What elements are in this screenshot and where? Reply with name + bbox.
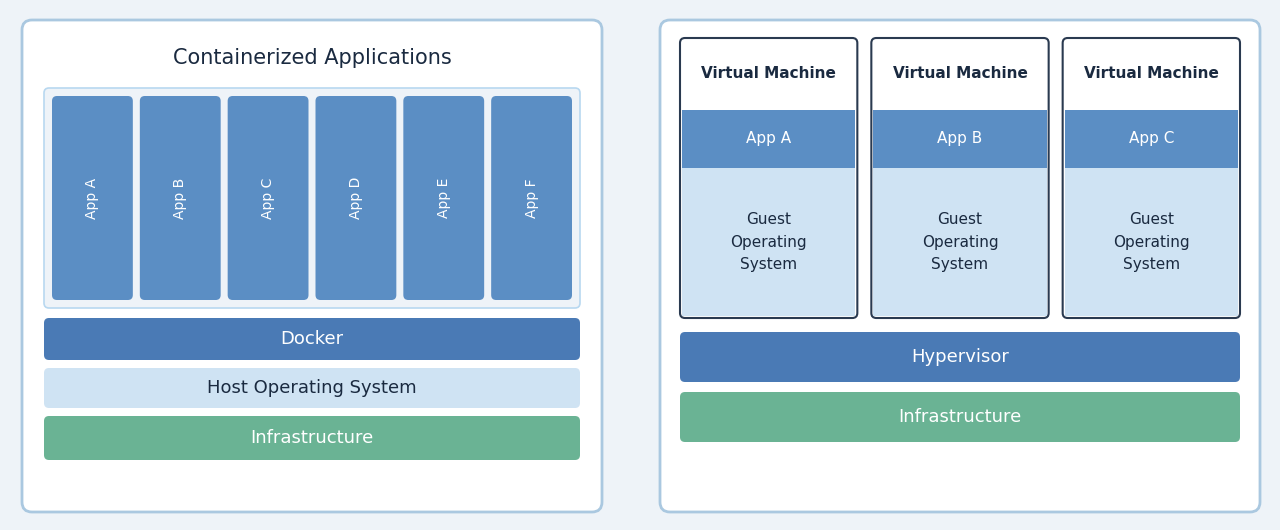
Text: App C: App C xyxy=(261,178,275,219)
FancyBboxPatch shape xyxy=(44,416,580,460)
Text: Virtual Machine: Virtual Machine xyxy=(701,66,836,82)
Text: App D: App D xyxy=(349,177,364,219)
Text: Host Operating System: Host Operating System xyxy=(207,379,417,397)
Bar xyxy=(1065,110,1238,168)
FancyBboxPatch shape xyxy=(44,88,580,308)
Text: App B: App B xyxy=(173,178,187,218)
FancyBboxPatch shape xyxy=(228,96,308,300)
Text: Docker: Docker xyxy=(280,330,343,348)
FancyBboxPatch shape xyxy=(22,20,602,512)
Text: Guest
Operating
System: Guest Operating System xyxy=(922,213,998,272)
Bar xyxy=(682,168,855,316)
FancyBboxPatch shape xyxy=(680,392,1240,442)
FancyBboxPatch shape xyxy=(315,96,397,300)
Text: App C: App C xyxy=(1129,131,1174,146)
FancyBboxPatch shape xyxy=(492,96,572,300)
Text: Guest
Operating
System: Guest Operating System xyxy=(1114,213,1189,272)
Text: Infrastructure: Infrastructure xyxy=(251,429,374,447)
FancyBboxPatch shape xyxy=(403,96,484,300)
Text: App F: App F xyxy=(525,178,539,218)
FancyBboxPatch shape xyxy=(1062,38,1240,318)
Text: App B: App B xyxy=(937,131,983,146)
Text: App E: App E xyxy=(436,178,451,218)
Bar xyxy=(873,168,1047,316)
Text: Infrastructure: Infrastructure xyxy=(899,408,1021,426)
FancyBboxPatch shape xyxy=(680,38,858,318)
Bar xyxy=(873,110,1047,168)
Bar xyxy=(682,110,855,168)
FancyBboxPatch shape xyxy=(140,96,220,300)
Text: Virtual Machine: Virtual Machine xyxy=(1084,66,1219,82)
FancyBboxPatch shape xyxy=(52,96,133,300)
Text: Hypervisor: Hypervisor xyxy=(911,348,1009,366)
FancyBboxPatch shape xyxy=(44,368,580,408)
FancyBboxPatch shape xyxy=(680,332,1240,382)
Text: Guest
Operating
System: Guest Operating System xyxy=(731,213,806,272)
FancyBboxPatch shape xyxy=(872,38,1048,318)
Text: Virtual Machine: Virtual Machine xyxy=(892,66,1028,82)
Text: App A: App A xyxy=(86,178,100,218)
Text: Containerized Applications: Containerized Applications xyxy=(173,48,452,68)
Text: App A: App A xyxy=(746,131,791,146)
FancyBboxPatch shape xyxy=(660,20,1260,512)
FancyBboxPatch shape xyxy=(44,318,580,360)
Bar xyxy=(1065,168,1238,316)
